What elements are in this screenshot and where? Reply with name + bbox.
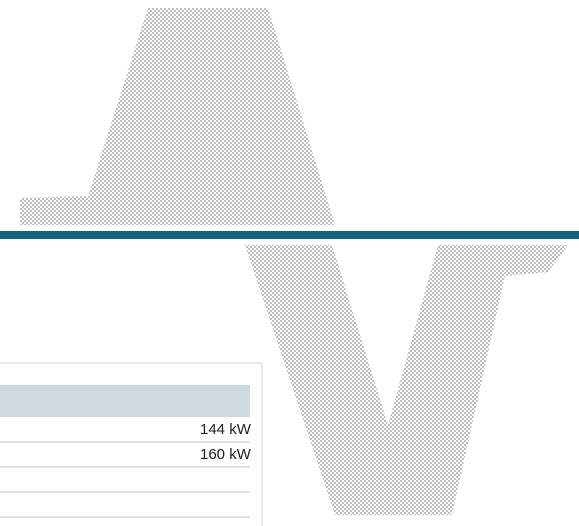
- table-cell: 160 kW: [200, 446, 252, 463]
- divider-rule: [0, 231, 579, 239]
- table-cell: 144 kW: [200, 421, 252, 438]
- table: 144 kW 160 kW: [0, 363, 262, 526]
- pulse-lower: [245, 245, 568, 515]
- illustration: 144 kW 160 kW: [0, 0, 579, 526]
- table-header: [0, 385, 250, 417]
- pulse-upper: [20, 8, 335, 225]
- page: 144 kW160 kW (() => { const data = JSON.…: [0, 0, 579, 526]
